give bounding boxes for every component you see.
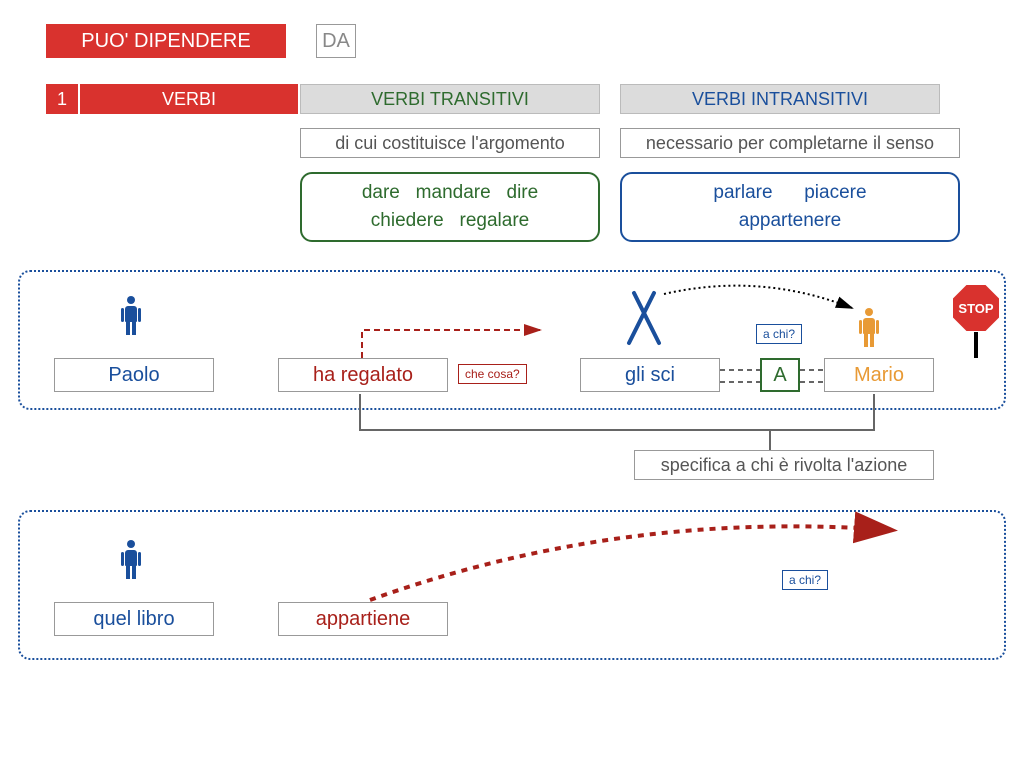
number-badge: 1 bbox=[46, 84, 78, 114]
da-label: DA bbox=[316, 24, 356, 58]
intransitivi-desc: necessario per completarne il senso bbox=[620, 128, 960, 158]
transitive-verbs-box: dare mandare dire chiedere regalare bbox=[300, 172, 600, 242]
ski-icon bbox=[624, 288, 664, 348]
prep-box: A bbox=[760, 358, 800, 392]
verb2-box: appartiene bbox=[278, 602, 448, 636]
q2-badge: a chi? bbox=[756, 324, 802, 344]
svg-text:STOP: STOP bbox=[958, 301, 993, 316]
intransitive-verbs-box: parlare piacere appartenere bbox=[620, 172, 960, 242]
example2-container bbox=[18, 510, 1006, 660]
object-box: gli sci bbox=[580, 358, 720, 392]
iverbs-l2: appartenere bbox=[739, 210, 841, 232]
tverbs-l2: chiedere regalare bbox=[371, 210, 529, 232]
person-icon-2 bbox=[120, 540, 142, 585]
indirect-box: Mario bbox=[824, 358, 934, 392]
transitivi-desc: di cui costituisce l'argomento bbox=[300, 128, 600, 158]
title-pill: PUO' DIPENDERE bbox=[46, 24, 286, 58]
q-badge-2: a chi? bbox=[782, 570, 828, 590]
person-icon bbox=[120, 296, 142, 341]
subject2-box: quel libro bbox=[54, 602, 214, 636]
stop-icon: STOP bbox=[948, 280, 1004, 365]
person-icon-orange bbox=[858, 308, 880, 353]
tverbs-l1: dare mandare dire bbox=[362, 182, 538, 204]
verbi-label: VERBI bbox=[80, 84, 298, 114]
iverbs-l1: parlare piacere bbox=[713, 182, 866, 204]
transitivi-header: VERBI TRANSITIVI bbox=[300, 84, 600, 114]
subject-box: Paolo bbox=[54, 358, 214, 392]
verb-box: ha regalato bbox=[278, 358, 448, 392]
intransitivi-header: VERBI INTRANSITIVI bbox=[620, 84, 940, 114]
note-box: specifica a chi è rivolta l'azione bbox=[634, 450, 934, 480]
q1-badge: che cosa? bbox=[458, 364, 527, 384]
